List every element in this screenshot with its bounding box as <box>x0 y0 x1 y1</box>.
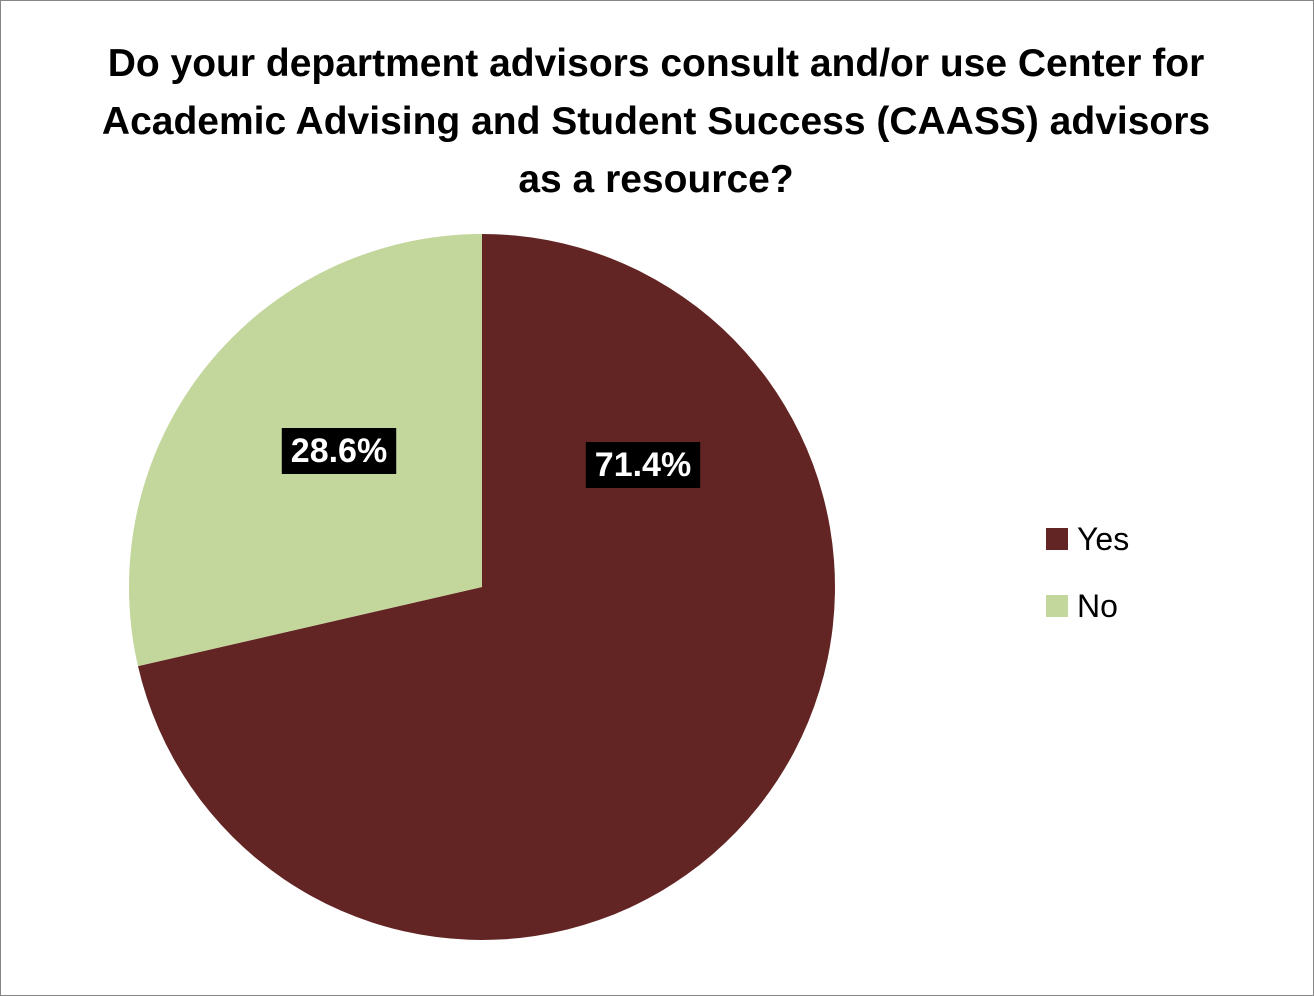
legend-swatch-no <box>1046 595 1068 617</box>
legend-item-yes: Yes <box>1046 515 1129 563</box>
data-label-text-no: 28.6% <box>291 432 387 470</box>
legend: Yes No <box>1046 515 1129 649</box>
pie-slices <box>128 234 836 940</box>
legend-label-no: No <box>1077 587 1118 624</box>
legend-label-yes: Yes <box>1077 520 1130 557</box>
data-label-text-yes: 71.4% <box>595 446 691 484</box>
data-label-box-no <box>281 428 397 474</box>
pie-slice-yes <box>137 234 836 940</box>
pie-data-labels: 71.4% 28.6% <box>281 428 701 488</box>
data-label-box-yes <box>585 442 701 488</box>
legend-swatch-yes <box>1046 528 1068 550</box>
legend-item-no: No <box>1046 582 1129 630</box>
chart-title: Do your department advisors consult and/… <box>101 42 1211 201</box>
data-label-no: 28.6% <box>281 428 397 474</box>
data-label-yes: 71.4% <box>585 442 701 488</box>
